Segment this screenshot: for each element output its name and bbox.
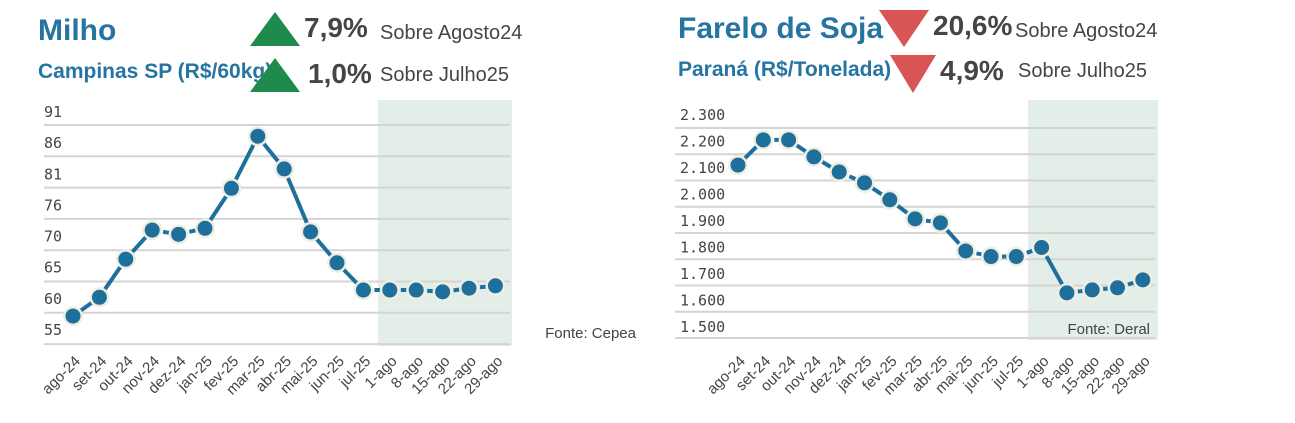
y-tick-label: 60 (44, 290, 62, 308)
y-tick-label: 55 (44, 321, 62, 339)
left-subtitle: Campinas SP (R$/60kg) (38, 60, 273, 83)
data-point (1135, 272, 1151, 288)
data-point (983, 249, 999, 265)
data-point (250, 128, 266, 144)
y-tick-label: 65 (44, 259, 62, 277)
y-tick-label: 2.000 (680, 186, 725, 204)
data-point (118, 251, 134, 267)
y-tick-label: 2.300 (680, 106, 725, 124)
y-tick-label: 1.500 (680, 318, 725, 336)
series-segment (282, 168, 313, 233)
y-tick-label: 1.900 (680, 212, 725, 230)
data-point (907, 211, 923, 227)
data-point (487, 278, 503, 294)
triangle-up-icon (250, 12, 300, 46)
data-point (958, 243, 974, 259)
right-change-year-label: Sobre Agosto24 (1015, 20, 1158, 42)
triangle-down-icon (879, 10, 929, 47)
data-point (197, 220, 213, 236)
data-point (91, 289, 107, 305)
data-point (303, 224, 319, 240)
y-tick-label: 2.200 (680, 133, 725, 151)
data-point (730, 157, 746, 173)
data-point (781, 132, 797, 148)
right-change-month: 4,9% (940, 55, 1004, 86)
data-point (355, 282, 371, 298)
data-point (223, 180, 239, 196)
right-change-year: 20,6% (933, 10, 1013, 41)
left-change-month-label: Sobre Julho25 (380, 64, 509, 86)
data-point (831, 164, 847, 180)
y-tick-label: 1.700 (680, 265, 725, 283)
triangle-up-icon (250, 58, 300, 92)
data-point (1059, 285, 1075, 301)
y-tick-label: 76 (44, 196, 62, 214)
data-point (329, 255, 345, 271)
data-point (65, 308, 81, 324)
y-tick-label: 86 (44, 134, 62, 152)
y-tick-label: 2.100 (680, 159, 725, 177)
data-point (144, 222, 160, 238)
chart-0: 9186817670656055ago-24set-24out-24nov-24… (39, 100, 637, 398)
source-label: Fonte: Deral (1067, 321, 1150, 338)
data-point (1008, 249, 1024, 265)
triangle-down-icon (890, 55, 936, 93)
left-change-month: 1,0% (308, 58, 372, 89)
right-change-month-label: Sobre Julho25 (1018, 60, 1147, 82)
data-point (932, 215, 948, 231)
data-point (755, 132, 771, 148)
left-change-year: 7,9% (304, 12, 368, 43)
y-tick-label: 91 (44, 103, 62, 121)
data-point (461, 280, 477, 296)
right-subtitle: Paraná (R$/Tonelada) (678, 58, 892, 81)
data-point (1084, 282, 1100, 298)
data-point (276, 161, 292, 177)
left-change-year-label: Sobre Agosto24 (380, 22, 523, 44)
data-point (857, 175, 872, 191)
source-label: Fonte: Cepea (545, 325, 637, 342)
data-point (171, 226, 187, 242)
y-tick-label: 1.800 (680, 239, 725, 257)
highlight-region (1028, 100, 1158, 340)
y-tick-label: 81 (44, 165, 62, 183)
data-point (1110, 280, 1125, 296)
data-point (408, 282, 424, 298)
data-point (435, 284, 451, 300)
right-title: Farelo de Soja (678, 12, 884, 45)
data-point (806, 149, 822, 165)
highlight-region (378, 100, 512, 346)
data-point (1034, 240, 1050, 255)
data-point (382, 282, 398, 298)
data-point (882, 192, 898, 208)
chart-1: 2.300 2.200 2.100 2.000 1.900 1.800 1.700 1.600… (675, 100, 1158, 398)
y-tick-label: 70 (44, 228, 62, 246)
y-tick-label: 1.600 (680, 292, 725, 310)
left-title: Milho (38, 14, 117, 47)
